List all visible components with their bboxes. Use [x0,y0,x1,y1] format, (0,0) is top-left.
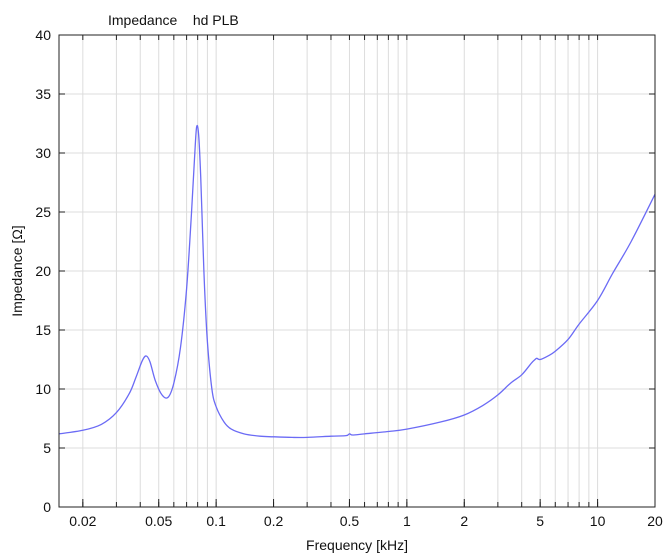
x-axis-label: Frequency [kHz] [306,537,408,553]
y-tick-label: 10 [35,381,51,397]
x-tick-label: 0.2 [264,513,284,529]
y-tick-label: 25 [35,204,51,220]
impedance-series-line [58,124,656,439]
chart-title: Impedance hd PLB [108,12,239,28]
y-tick-labels: 0 5 10 15 20 25 30 35 40 [35,27,51,515]
x-tick-label: 0.05 [145,513,172,529]
x-tick-label: 20 [647,513,663,529]
y-tick-label: 35 [35,86,51,102]
x-tick-label: 0.02 [69,513,96,529]
y-tick-label: 15 [35,322,51,338]
x-tick-label: 0.5 [340,513,360,529]
x-tick-label: 2 [460,513,468,529]
x-tick-label: 5 [536,513,544,529]
x-tick-label: 0.1 [206,513,226,529]
x-tick-label: 10 [590,513,606,529]
y-tick-label: 0 [43,499,51,515]
y-axis-label: Impedance [Ω] [9,225,25,316]
series-layer [58,124,656,439]
y-tick-label: 30 [35,145,51,161]
y-tick-label: 5 [43,440,51,456]
x-tick-labels: 0.02 0.05 0.1 0.2 0.5 1 2 5 10 20 [69,513,663,529]
grid-layer [59,35,656,507]
tick-layer [59,34,656,508]
x-tick-label: 1 [403,513,411,529]
y-tick-label: 20 [35,263,51,279]
y-tick-label: 40 [35,27,51,43]
